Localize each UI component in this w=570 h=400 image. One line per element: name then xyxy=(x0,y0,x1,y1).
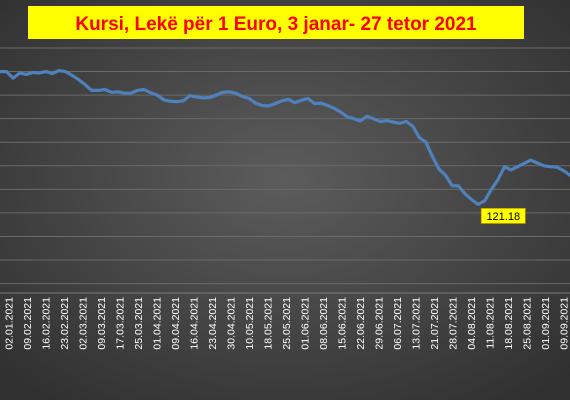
x-tick-label: 09.02.2021 xyxy=(22,297,34,350)
x-tick-label: 08.06.2021 xyxy=(318,297,330,350)
annotations: 121.18 xyxy=(480,208,526,224)
x-tick-label: 16.02.2021 xyxy=(41,297,53,350)
x-tick-label: 09.09.2021 xyxy=(559,297,570,350)
title-box: Kursi, Lekë për 1 Euro, 3 janar- 27 teto… xyxy=(28,6,524,39)
x-tick-label: 02.03.2021 xyxy=(78,297,90,350)
title-background xyxy=(28,6,524,39)
x-tick-label: 09.03.2021 xyxy=(96,297,108,350)
annotation-box xyxy=(480,208,526,224)
x-tick-label: 01.04.2021 xyxy=(152,297,164,350)
x-tick-label: 16.04.2021 xyxy=(189,297,201,350)
x-tick-label: 06.07.2021 xyxy=(392,297,404,350)
x-tick-label: 10.05.2021 xyxy=(244,297,256,350)
x-tick-label: 01.09.2021 xyxy=(540,297,552,350)
x-tick-labels: 02.01.2021 09.02.2021 16.02.2021 23.02.2021… xyxy=(4,297,570,350)
x-tick-label: 15.06.2021 xyxy=(337,297,349,350)
series-layer xyxy=(0,68,570,206)
x-tick-label: 11.08.2021 xyxy=(485,297,497,349)
x-tick-label: 02.01.2021 xyxy=(4,297,16,350)
annotation-text: 121.18 xyxy=(486,211,520,223)
x-tick-label: 18.05.2021 xyxy=(263,297,275,350)
x-tick-label: 01.06.2021 xyxy=(300,297,312,350)
x-tick-label: 23.04.2021 xyxy=(207,297,219,350)
x-tick-label: 25.05.2021 xyxy=(281,297,293,350)
x-tick-label: 09.04.2021 xyxy=(170,297,182,350)
x-tick-label: 25.08.2021 xyxy=(522,297,534,350)
annotation-label: 121.18 xyxy=(480,208,526,224)
x-tick-label: 13.07.2021 xyxy=(411,297,423,350)
x-tick-label: 30.04.2021 xyxy=(226,297,238,350)
x-tick-label: 22.06.2021 xyxy=(355,297,367,350)
series-line xyxy=(0,68,570,206)
x-tick-label: 17.03.2021 xyxy=(115,297,127,350)
x-tick-label: 23.02.2021 xyxy=(59,297,71,350)
x-tick-label: 21.07.2021 xyxy=(429,297,441,350)
x-tick-label: 29.06.2021 xyxy=(374,297,386,350)
x-tick-label: 28.07.2021 xyxy=(448,297,460,350)
chart-title: Kursi, Lekë për 1 Euro, 3 janar- 27 teto… xyxy=(75,14,477,35)
x-tick-label: 18.08.2021 xyxy=(503,297,515,350)
x-tick-label: 04.08.2021 xyxy=(466,297,478,350)
gridlines xyxy=(0,47,570,294)
x-tick-label: 25.03.2021 xyxy=(133,297,145,350)
